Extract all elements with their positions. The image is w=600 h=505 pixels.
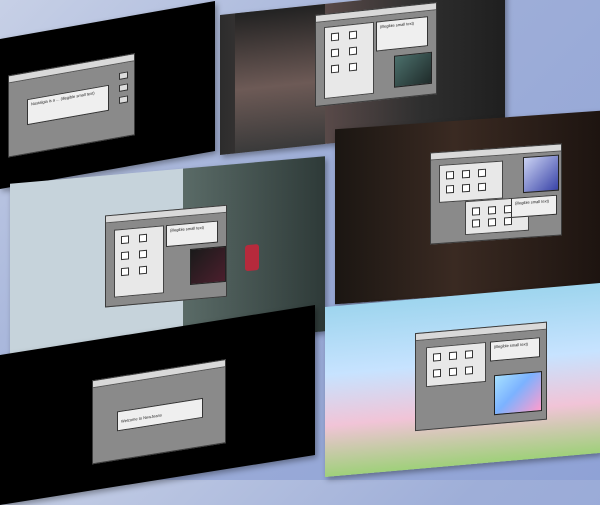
retro-window: (illegible small text)	[105, 204, 227, 308]
figure-icon	[245, 243, 259, 272]
file-icon	[121, 251, 129, 261]
image-window	[494, 371, 542, 416]
panel-shadow	[0, 455, 315, 505]
dialog-box: (illegible small text)	[166, 220, 218, 248]
file-icon	[139, 233, 147, 243]
collage-panel-6: (illegible small text)	[325, 282, 600, 478]
retro-window: Welcome to NewJeans	[92, 359, 226, 465]
file-icon	[433, 352, 441, 362]
file-icon	[349, 46, 357, 56]
dialog-text: (illegible small text)	[494, 341, 529, 350]
file-icon	[433, 368, 441, 378]
dialog-box: Nostalgia is a ... (illegible small text…	[27, 84, 109, 126]
window-titlebar	[93, 360, 225, 389]
file-icon	[478, 182, 486, 192]
retro-window: Nostalgia is a ... (illegible small text…	[8, 53, 135, 158]
dialog-box: (illegible small text)	[376, 16, 428, 52]
welcome-dialog: Welcome to NewJeans	[117, 397, 203, 432]
retro-window: (illegible small text)	[315, 2, 437, 107]
file-icon	[478, 168, 486, 178]
file-icon	[446, 170, 454, 180]
dialog-text: (illegible small text)	[380, 20, 415, 30]
file-icon	[488, 218, 496, 227]
icon-grid-window	[324, 21, 374, 100]
file-icon	[488, 206, 496, 215]
collage-panel-1: Nostalgia is a ... (illegible small text…	[0, 1, 215, 189]
photo-portrait	[235, 3, 325, 154]
file-icon	[504, 216, 512, 226]
file-icon	[472, 207, 480, 216]
file-icon	[449, 351, 457, 361]
file-icon	[446, 184, 454, 194]
dialog-text: Welcome to NewJeans	[121, 411, 162, 424]
desktop-icon	[119, 83, 128, 92]
desktop-icon	[119, 95, 128, 104]
dialog-box: (illegible small text)	[511, 194, 557, 218]
icon-grid-window	[426, 341, 486, 388]
dialog-text: Nostalgia is a ... (illegible small text…	[31, 90, 95, 107]
file-icon	[121, 267, 129, 277]
file-icon	[121, 235, 129, 245]
collage-panel-4: (illegible small text)	[335, 110, 600, 305]
file-icon	[449, 367, 457, 377]
dialog-text: (illegible small text)	[170, 224, 205, 233]
file-icon	[331, 48, 339, 58]
file-icon	[139, 265, 147, 275]
file-icon	[331, 32, 339, 42]
dialog-box: (illegible small text)	[490, 337, 540, 362]
window-titlebar	[9, 54, 134, 84]
file-icon	[349, 62, 357, 72]
retro-window: (illegible small text)	[415, 321, 547, 432]
icon-grid-window	[439, 160, 503, 203]
file-icon	[465, 366, 473, 375]
file-icon	[139, 249, 147, 259]
file-icon	[472, 219, 480, 228]
retro-window: (illegible small text)	[430, 143, 562, 245]
image-window	[394, 51, 432, 88]
dialog-text: (illegible small text)	[515, 198, 550, 206]
file-icon	[465, 350, 473, 359]
file-icon	[331, 64, 339, 74]
image-window	[190, 245, 226, 286]
file-icon	[349, 30, 357, 40]
panel-shadow	[325, 452, 600, 478]
file-icon	[462, 183, 470, 193]
file-icon	[462, 169, 470, 179]
image-window	[523, 154, 559, 194]
icon-grid-window	[114, 225, 164, 298]
desktop-icon	[119, 71, 128, 80]
